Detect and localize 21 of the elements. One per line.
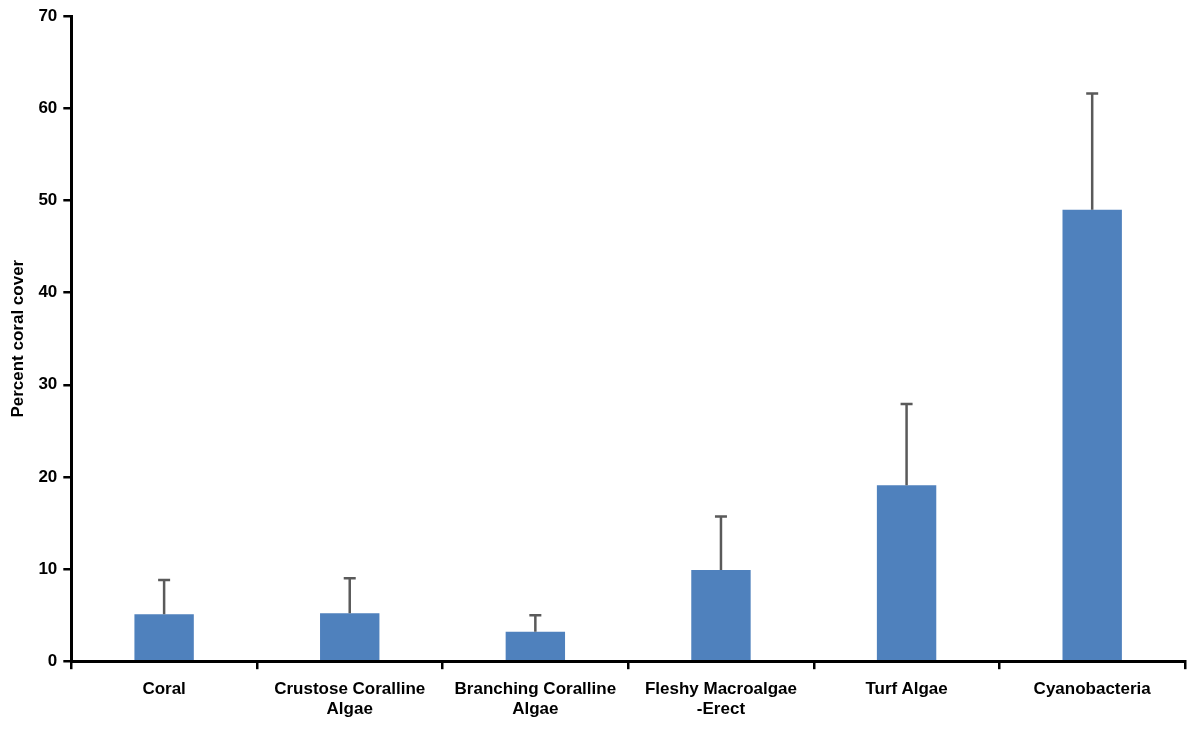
bar <box>134 614 194 660</box>
bar <box>691 569 751 660</box>
y-tick-label: 30 <box>38 374 58 394</box>
x-tick-label: Turf Algae <box>865 679 948 699</box>
y-tick-label: 50 <box>38 190 58 210</box>
bar <box>320 613 380 660</box>
y-tick-label: 10 <box>38 558 58 578</box>
y-tick-label: 60 <box>38 98 58 118</box>
x-tick-label: Branching Coralline Algae <box>454 679 617 719</box>
y-tick-label: 70 <box>38 5 58 25</box>
y-tick-label: 0 <box>47 650 58 670</box>
y-tick-label: 40 <box>38 282 58 302</box>
x-tick-label: Cyanobacteria <box>1033 679 1152 699</box>
y-axis-title: Percent coral cover <box>7 259 27 418</box>
bar <box>505 631 566 660</box>
x-tick-label: Coral <box>142 679 186 699</box>
x-tick-label: Crustose Coralline Algae <box>274 679 426 719</box>
y-tick-label: 20 <box>38 466 58 486</box>
x-tick-label: Fleshy Macroalgae -Erect <box>644 679 798 719</box>
bar <box>876 485 937 660</box>
bar <box>1062 209 1122 660</box>
